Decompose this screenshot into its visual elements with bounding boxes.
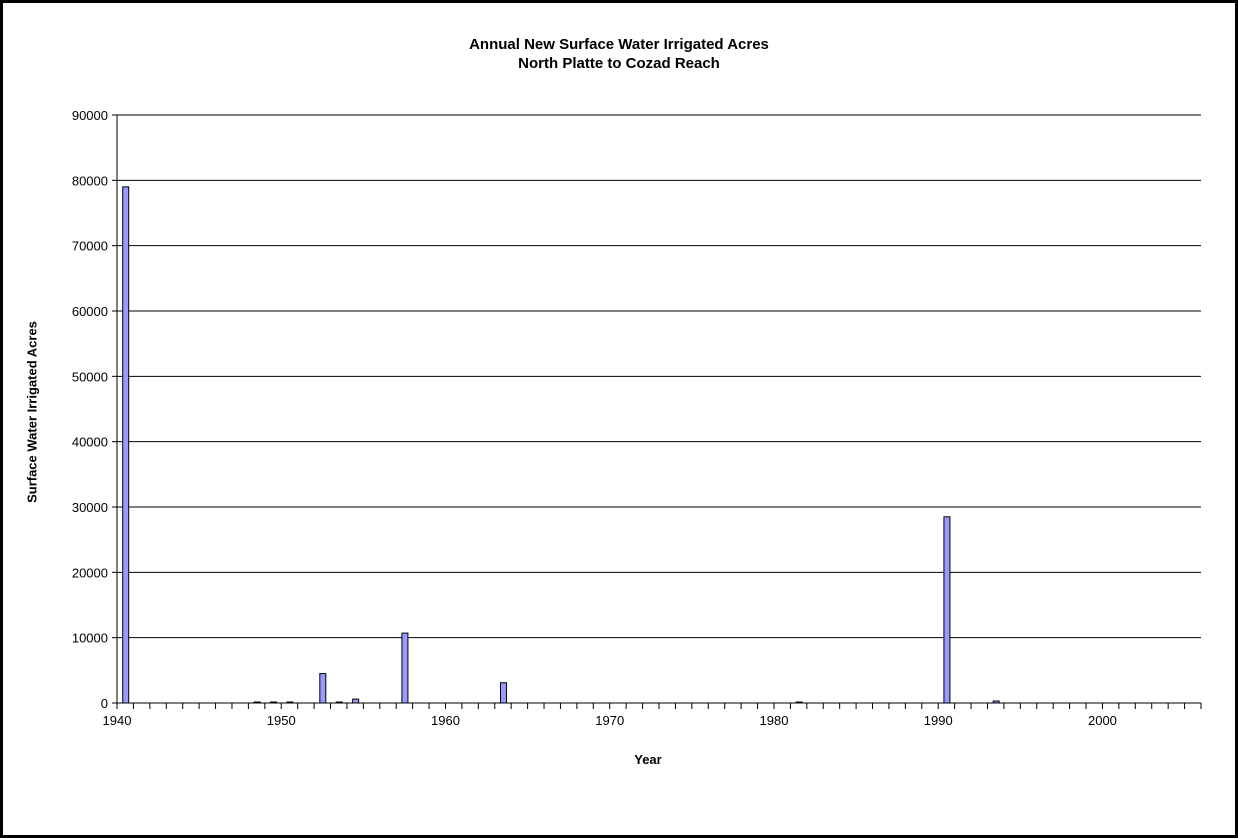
y-tick-label: 70000 bbox=[72, 239, 108, 254]
x-tick-label: 1950 bbox=[267, 713, 296, 728]
x-tick-label: 1940 bbox=[103, 713, 132, 728]
y-tick-label: 40000 bbox=[72, 435, 108, 450]
x-tick-label: 1980 bbox=[760, 713, 789, 728]
y-tick-label: 0 bbox=[101, 696, 108, 711]
bar bbox=[795, 701, 803, 704]
bar bbox=[992, 700, 1000, 704]
x-tick-label: 1990 bbox=[924, 713, 953, 728]
chart-title: Annual New Surface Water Irrigated Acres bbox=[469, 36, 769, 53]
y-tick-label: 90000 bbox=[72, 108, 108, 123]
bar bbox=[943, 516, 951, 704]
x-tick-label: 2000 bbox=[1088, 713, 1117, 728]
bar bbox=[270, 701, 278, 704]
bar bbox=[401, 632, 409, 704]
chart-subtitle: North Platte to Cozad Reach bbox=[518, 55, 720, 72]
y-tick-label: 80000 bbox=[72, 173, 108, 188]
bar bbox=[122, 186, 130, 704]
bar bbox=[335, 701, 343, 704]
y-tick-label: 30000 bbox=[72, 500, 108, 515]
bar bbox=[499, 682, 507, 704]
y-tick-label: 50000 bbox=[72, 369, 108, 384]
y-tick-label: 20000 bbox=[72, 565, 108, 580]
x-tick-label: 1970 bbox=[595, 713, 624, 728]
bar bbox=[253, 701, 261, 704]
bar bbox=[319, 673, 327, 704]
y-tick-label: 10000 bbox=[72, 631, 108, 646]
bar bbox=[286, 701, 294, 704]
x-tick-label: 1960 bbox=[431, 713, 460, 728]
bar bbox=[352, 698, 360, 704]
x-axis-label: Year bbox=[634, 752, 662, 767]
y-tick-label: 60000 bbox=[72, 304, 108, 319]
